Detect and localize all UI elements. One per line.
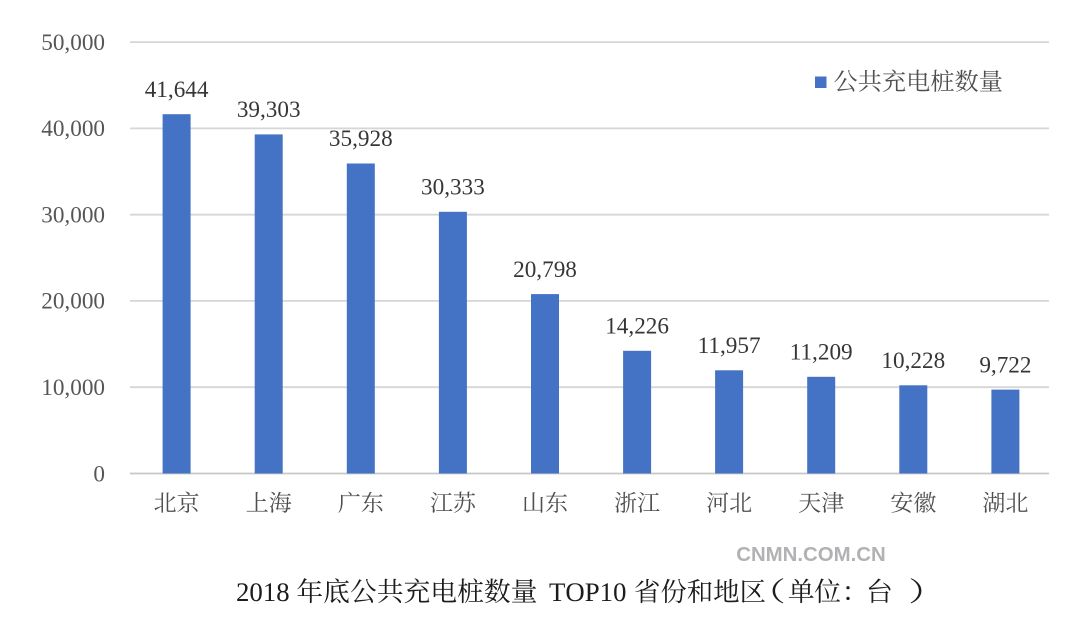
- svg-text:20,798: 20,798: [513, 257, 577, 283]
- svg-text:10,000: 10,000: [41, 375, 105, 401]
- svg-text:11,957: 11,957: [698, 333, 761, 359]
- svg-text:40,000: 40,000: [41, 116, 105, 142]
- svg-text:10,228: 10,228: [881, 348, 945, 374]
- svg-text:35,928: 35,928: [329, 126, 393, 152]
- svg-text:39,303: 39,303: [237, 97, 301, 123]
- svg-text:CNMN.COM.CN: CNMN.COM.CN: [738, 546, 888, 568]
- svg-text:30,333: 30,333: [421, 175, 485, 201]
- svg-text:41,644: 41,644: [145, 77, 209, 103]
- svg-text:30,000: 30,000: [41, 203, 105, 229]
- svg-text:50,000: 50,000: [41, 30, 105, 56]
- svg-text:20,000: 20,000: [41, 289, 105, 315]
- svg-text:11,209: 11,209: [790, 340, 853, 366]
- svg-text:CNMN.COM.CN: CNMN.COM.CN: [736, 544, 886, 566]
- svg-text:9,722: 9,722: [979, 352, 1031, 378]
- svg-text:0: 0: [93, 461, 105, 487]
- svg-text:14,226: 14,226: [605, 314, 669, 340]
